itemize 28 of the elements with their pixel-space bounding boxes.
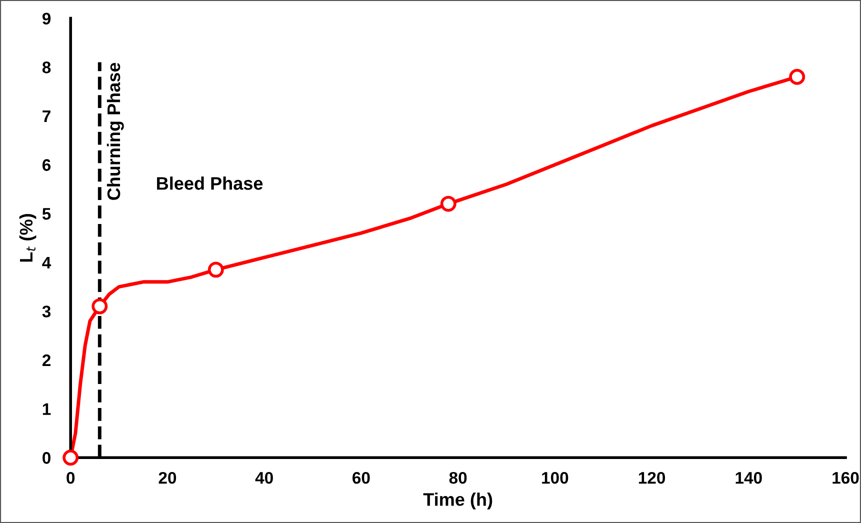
y-tick-label: 7: [42, 110, 50, 122]
y-tick-label: 1: [42, 403, 51, 415]
point: [92, 298, 108, 314]
y-tick-label: 2: [42, 354, 50, 366]
y-tick-label: 3: [42, 306, 51, 318]
x-tick-label: 20: [158, 472, 176, 484]
annotation: Bleed Phase: [157, 176, 263, 190]
y-tick-label: 4: [42, 256, 52, 268]
ref-line-label: Churning Phase: [106, 62, 124, 200]
x-tick-label: 100: [542, 472, 568, 484]
y-axis-title: L$_{t}$ (%): [19, 214, 36, 262]
y-tick-label: 0: [42, 452, 50, 464]
x-tick-label: 140: [736, 472, 762, 484]
point: [440, 196, 456, 212]
x-tick-label: 80: [449, 472, 467, 484]
point: [208, 262, 224, 278]
y-tick-label: 5: [42, 208, 51, 220]
x-axis-title: Time (h): [423, 492, 492, 510]
x-tick-label: 40: [255, 472, 273, 484]
y-tick-label: 8: [42, 62, 51, 74]
x-tick-label: 160: [832, 472, 859, 484]
y-tick-label: 9: [42, 12, 51, 25]
x-tick-label: 120: [638, 472, 665, 484]
x-tick-label: 60: [352, 472, 370, 484]
x-tick-label: 0: [66, 472, 75, 484]
point: [62, 450, 79, 466]
point: [789, 68, 806, 85]
y-tick-label: 6: [42, 159, 51, 171]
